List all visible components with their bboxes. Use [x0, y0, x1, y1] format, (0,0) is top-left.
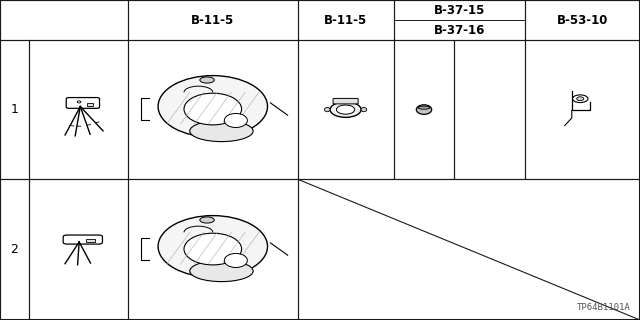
Ellipse shape — [200, 77, 214, 83]
Ellipse shape — [330, 102, 361, 117]
Bar — [394, 0, 525, 40]
Bar — [454, 40, 525, 179]
Text: 1: 1 — [10, 103, 19, 116]
Ellipse shape — [189, 121, 253, 141]
Bar — [87, 103, 93, 106]
Bar — [128, 40, 298, 179]
Bar — [394, 40, 454, 179]
Text: TP64B1101A: TP64B1101A — [577, 303, 630, 312]
FancyBboxPatch shape — [63, 235, 102, 244]
Bar — [29, 179, 128, 320]
Ellipse shape — [419, 106, 430, 109]
Text: B-37-16: B-37-16 — [433, 23, 485, 36]
Ellipse shape — [417, 105, 432, 115]
Ellipse shape — [225, 114, 248, 128]
Bar — [0, 40, 29, 179]
Ellipse shape — [184, 233, 242, 265]
FancyBboxPatch shape — [333, 99, 358, 104]
Ellipse shape — [225, 253, 248, 268]
Ellipse shape — [158, 216, 268, 277]
Ellipse shape — [77, 101, 81, 103]
Bar — [298, 179, 640, 320]
Bar — [0, 179, 29, 320]
FancyBboxPatch shape — [67, 98, 100, 108]
Ellipse shape — [361, 108, 367, 112]
Bar — [525, 40, 640, 179]
Bar — [298, 40, 394, 179]
Bar — [128, 179, 298, 320]
Text: B-53-10: B-53-10 — [557, 13, 608, 27]
Ellipse shape — [200, 217, 214, 223]
Bar — [128, 0, 298, 40]
Ellipse shape — [324, 108, 330, 112]
Bar — [29, 40, 128, 179]
Text: B-37-15: B-37-15 — [433, 4, 485, 17]
Bar — [86, 239, 95, 242]
Ellipse shape — [337, 105, 355, 114]
Text: B-11-5: B-11-5 — [191, 13, 234, 27]
Bar — [0, 0, 128, 40]
Ellipse shape — [189, 260, 253, 282]
Ellipse shape — [158, 76, 268, 137]
Ellipse shape — [572, 95, 588, 102]
Bar — [525, 0, 640, 40]
Bar — [298, 0, 394, 40]
Text: B-11-5: B-11-5 — [324, 13, 367, 27]
Ellipse shape — [577, 97, 584, 100]
Text: 2: 2 — [10, 243, 19, 256]
Ellipse shape — [184, 93, 242, 125]
